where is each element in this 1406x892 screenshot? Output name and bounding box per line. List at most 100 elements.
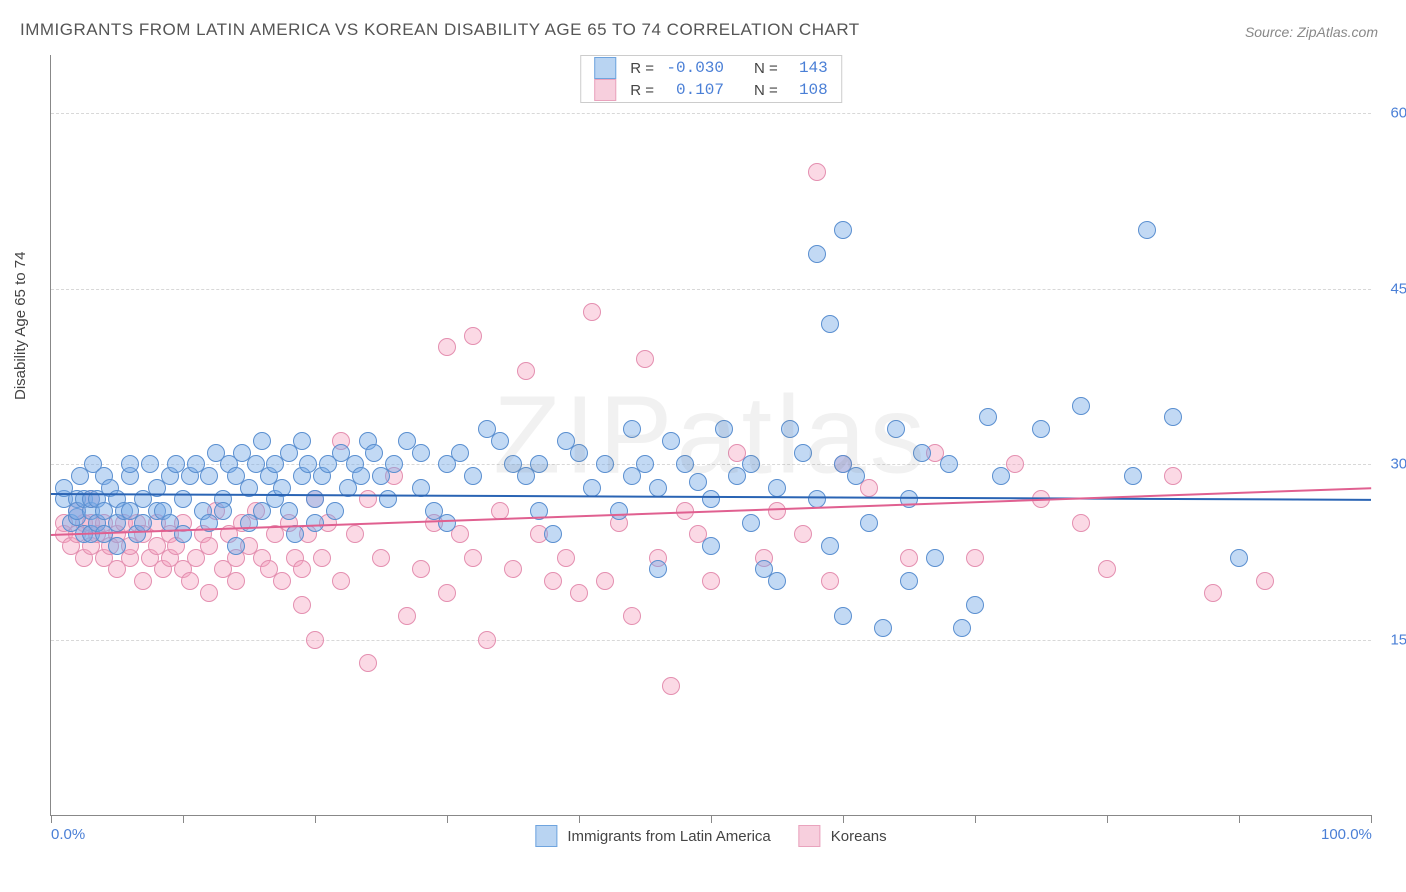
data-point xyxy=(821,537,839,555)
data-point xyxy=(768,479,786,497)
stat-n-series-b: 108 xyxy=(783,79,833,101)
y-tick-label: 45.0% xyxy=(1390,280,1406,297)
stat-label-r: R = xyxy=(625,79,659,101)
data-point xyxy=(544,572,562,590)
data-point xyxy=(346,525,364,543)
data-point xyxy=(306,631,324,649)
data-point xyxy=(834,221,852,239)
data-point xyxy=(596,455,614,473)
gridline-h xyxy=(51,113,1371,114)
x-tick-mark xyxy=(1371,815,1372,823)
data-point xyxy=(293,596,311,614)
data-point xyxy=(1204,584,1222,602)
data-point xyxy=(174,525,192,543)
stat-label-r: R = xyxy=(625,57,659,79)
data-point xyxy=(359,490,377,508)
data-point xyxy=(544,525,562,543)
data-point xyxy=(273,572,291,590)
data-point xyxy=(141,455,159,473)
y-tick-label: 15.0% xyxy=(1390,631,1406,648)
scatter-plot-area: ZIPatlas R = -0.030 N = 143 R = 0.107 N … xyxy=(50,55,1371,816)
data-point xyxy=(1164,467,1182,485)
data-point xyxy=(781,420,799,438)
data-point xyxy=(702,490,720,508)
data-point xyxy=(134,572,152,590)
data-point xyxy=(200,467,218,485)
data-point xyxy=(438,514,456,532)
x-tick-mark xyxy=(711,815,712,823)
data-point xyxy=(280,502,298,520)
data-point xyxy=(464,327,482,345)
data-point xyxy=(200,537,218,555)
data-point xyxy=(834,607,852,625)
data-point xyxy=(306,490,324,508)
data-point xyxy=(517,362,535,380)
series-b-name: Koreans xyxy=(831,828,887,845)
data-point xyxy=(1138,221,1156,239)
data-point xyxy=(649,479,667,497)
swatch-series-b xyxy=(594,79,616,101)
legend-row-series-b: R = 0.107 N = 108 xyxy=(589,79,833,101)
data-point xyxy=(464,549,482,567)
series-a-name: Immigrants from Latin America xyxy=(567,828,770,845)
data-point xyxy=(992,467,1010,485)
x-tick-mark xyxy=(1107,815,1108,823)
data-point xyxy=(306,514,324,532)
data-point xyxy=(583,479,601,497)
data-point xyxy=(926,549,944,567)
x-tick-mark xyxy=(315,815,316,823)
data-point xyxy=(1164,408,1182,426)
data-point xyxy=(293,432,311,450)
legend-item-series-a: Immigrants from Latin America xyxy=(535,825,770,847)
data-point xyxy=(451,444,469,462)
correlation-legend: R = -0.030 N = 143 R = 0.107 N = 108 xyxy=(580,55,842,103)
legend-row-series-a: R = -0.030 N = 143 xyxy=(589,57,833,79)
data-point xyxy=(636,350,654,368)
gridline-h xyxy=(51,289,1371,290)
data-point xyxy=(200,584,218,602)
data-point xyxy=(860,514,878,532)
data-point xyxy=(398,607,416,625)
data-point xyxy=(359,654,377,672)
data-point xyxy=(715,420,733,438)
data-point xyxy=(742,455,760,473)
data-point xyxy=(504,560,522,578)
data-point xyxy=(702,572,720,590)
data-point xyxy=(313,549,331,567)
data-point xyxy=(464,467,482,485)
data-point xyxy=(623,420,641,438)
data-point xyxy=(676,455,694,473)
data-point xyxy=(557,549,575,567)
data-point xyxy=(662,677,680,695)
data-point xyxy=(768,502,786,520)
data-point xyxy=(794,444,812,462)
data-point xyxy=(326,502,344,520)
data-point xyxy=(953,619,971,637)
data-point xyxy=(352,467,370,485)
data-point xyxy=(1230,549,1248,567)
data-point xyxy=(253,432,271,450)
x-tick-mark xyxy=(975,815,976,823)
stat-n-series-a: 143 xyxy=(783,57,833,79)
data-point xyxy=(887,420,905,438)
data-point xyxy=(689,473,707,491)
data-point xyxy=(412,560,430,578)
data-point xyxy=(583,303,601,321)
x-tick-mark xyxy=(579,815,580,823)
data-point xyxy=(808,490,826,508)
data-point xyxy=(293,560,311,578)
x-tick-mark xyxy=(183,815,184,823)
data-point xyxy=(478,631,496,649)
data-point xyxy=(821,572,839,590)
data-point xyxy=(623,607,641,625)
x-tick-mark xyxy=(447,815,448,823)
data-point xyxy=(649,560,667,578)
stat-r-series-a: -0.030 xyxy=(659,57,729,79)
data-point xyxy=(412,444,430,462)
data-point xyxy=(636,455,654,473)
data-point xyxy=(874,619,892,637)
source-attribution: Source: ZipAtlas.com xyxy=(1245,24,1378,40)
data-point xyxy=(702,537,720,555)
x-tick-label: 0.0% xyxy=(51,826,85,843)
data-point xyxy=(570,584,588,602)
